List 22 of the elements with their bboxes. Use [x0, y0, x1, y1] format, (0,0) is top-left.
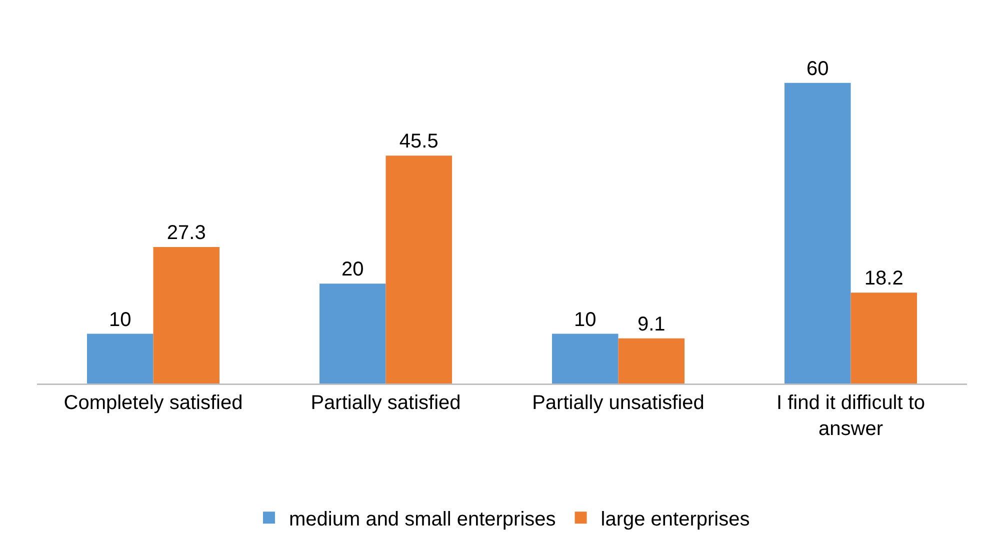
- data-label: 9.1: [637, 313, 666, 336]
- bar: [386, 156, 452, 384]
- data-label: 18.2: [864, 268, 904, 290]
- x-tick-label: Completely satisfied: [64, 392, 243, 414]
- x-tick-label: Partially satisfied: [310, 392, 461, 414]
- bar: [153, 246, 220, 384]
- bar: [784, 82, 851, 384]
- data-label: 45.5: [399, 130, 438, 153]
- bar: [552, 334, 618, 384]
- data-label: 10: [574, 308, 596, 331]
- data-label: 60: [806, 58, 829, 80]
- data-label: 20: [341, 258, 364, 281]
- bar: [319, 284, 386, 384]
- bar: [618, 338, 685, 384]
- x-tick-label: I find it difficult to answer: [776, 392, 926, 440]
- bar: [86, 334, 154, 384]
- legend-label: large enterprises: [600, 508, 750, 530]
- data-label: 10: [108, 308, 132, 331]
- x-tick-label: Partially unsatisfied: [532, 392, 704, 414]
- bar: [850, 292, 918, 384]
- legend-label: medium and small enterprises: [289, 508, 556, 530]
- data-label: 27.3: [166, 222, 206, 244]
